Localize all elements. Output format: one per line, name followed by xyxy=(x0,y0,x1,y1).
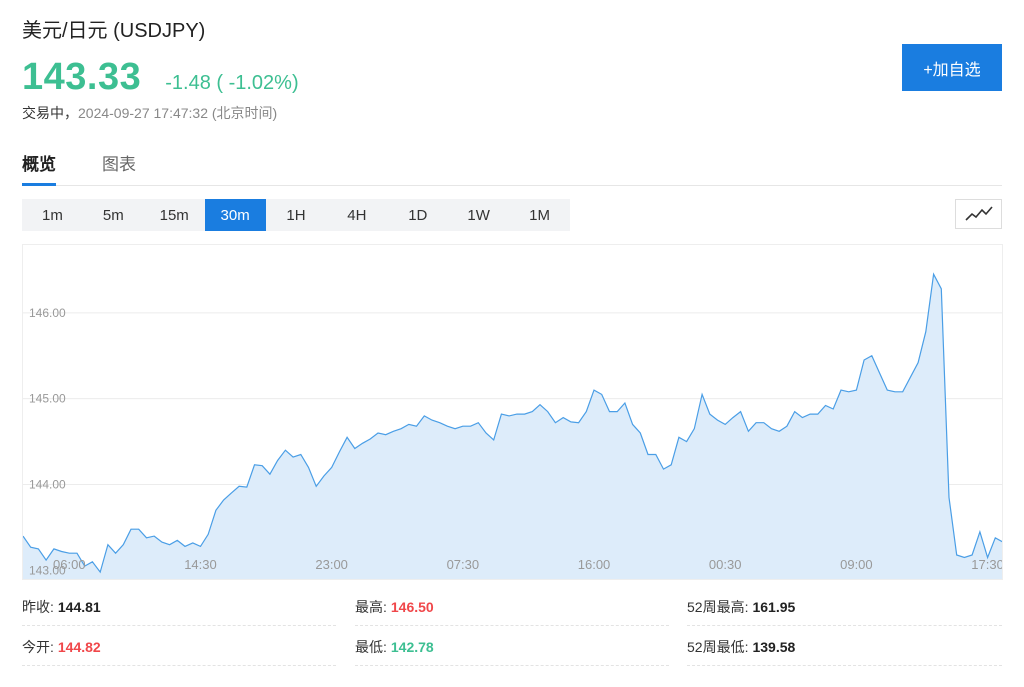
interval-1mo[interactable]: 1M xyxy=(529,206,550,224)
x-tick-label: 14:30 xyxy=(184,557,217,572)
low-value: 142.78 xyxy=(390,638,434,655)
x-tick-label: 00:30 xyxy=(709,557,742,572)
low-label: 最低: xyxy=(355,638,387,655)
instrument-title: 美元/日元 (USDJPY) xyxy=(22,20,206,42)
price-chart[interactable]: 143.00 144.00 145.00 146.00 06:00 14:30 23:00 0… xyxy=(22,244,1003,580)
current-price: 143.33 xyxy=(22,56,142,98)
stat-prev-close: 昨收: 144.81 xyxy=(22,588,336,626)
stat-open: 今开: 144.82 xyxy=(22,628,336,666)
prev-close-value: 144.81 xyxy=(57,598,101,615)
y-tick-label: 144.00 xyxy=(29,478,66,492)
price-line xyxy=(23,272,1002,574)
interval-15m[interactable]: 15m xyxy=(159,206,189,224)
high-label: 最高: xyxy=(355,598,387,615)
w52-low-value: 139.58 xyxy=(752,638,796,655)
price-area xyxy=(23,274,1002,579)
w52-low-label: 52周最低: xyxy=(687,638,749,655)
line-chart-icon xyxy=(964,206,993,221)
interval-1m[interactable]: 1m xyxy=(42,206,63,224)
interval-1h[interactable]: 1H xyxy=(286,206,306,224)
w52-high-value: 161.95 xyxy=(752,598,796,615)
y-tick-label: 143.00 xyxy=(29,563,66,577)
x-tick-label: 17:30 xyxy=(971,557,1003,572)
tab-chart[interactable]: 图表 xyxy=(102,155,136,174)
x-tick-label: 07:30 xyxy=(447,557,480,572)
x-tick-label: 09:00 xyxy=(840,557,873,572)
interval-1w[interactable]: 1W xyxy=(467,206,490,224)
stat-52w-low: 52周最低: 139.58 xyxy=(687,628,1002,666)
tab-overview[interactable]: 概览 xyxy=(22,150,56,186)
quote-timestamp: 2024-09-27 17:47:32 (北京时间) xyxy=(78,105,278,121)
y-tick-label: 146.00 xyxy=(29,306,66,320)
open-label: 今开: xyxy=(22,638,54,655)
interval-30m[interactable]: 30m xyxy=(204,199,266,231)
price-chart-svg: 143.00 144.00 145.00 146.00 06:00 14:30 23:00 0… xyxy=(23,272,1003,579)
stat-high: 最高: 146.50 xyxy=(355,588,669,626)
stat-low: 最低: 142.78 xyxy=(355,628,669,666)
prev-close-label: 昨收: xyxy=(22,598,54,615)
high-value: 146.50 xyxy=(390,598,434,615)
price-change: -1.48 ( -1.02%) xyxy=(165,72,299,94)
trading-status: 交易中，2024-09-27 17:47:32 (北京时间) xyxy=(22,103,277,123)
interval-5m[interactable]: 5m xyxy=(102,206,124,224)
x-tick-label: 23:00 xyxy=(315,557,348,572)
interval-selector: 1m 5m 15m 30m 1H 4H 1D 1W 1M xyxy=(22,199,570,231)
y-tick-label: 145.00 xyxy=(29,392,66,406)
w52-high-label: 52周最高: xyxy=(687,598,749,615)
tab-bar: 概览 图表 xyxy=(22,150,1002,186)
x-tick-label: 06:00 xyxy=(53,557,86,572)
open-value: 144.82 xyxy=(57,638,101,655)
add-to-watchlist-button[interactable]: +加自选 xyxy=(902,44,1002,91)
price-row: 143.33 -1.48 ( -1.02%) xyxy=(22,56,299,99)
interval-1d[interactable]: 1D xyxy=(408,206,428,224)
interval-4h[interactable]: 4H xyxy=(347,206,367,224)
trading-status-label: 交易中， xyxy=(22,105,78,121)
stat-52w-high: 52周最高: 161.95 xyxy=(687,588,1002,626)
x-tick-label: 16:00 xyxy=(578,557,611,572)
chart-type-button[interactable] xyxy=(955,199,1002,229)
